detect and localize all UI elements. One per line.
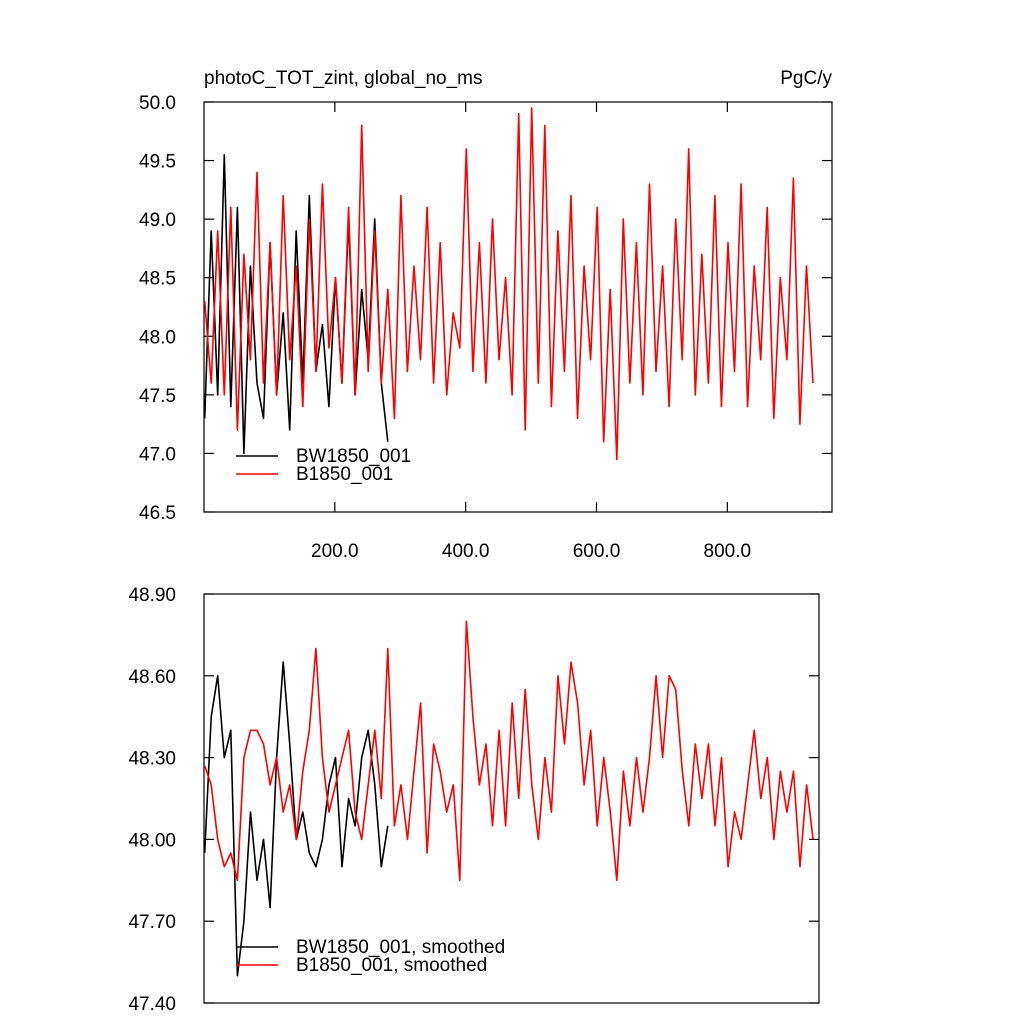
y-tick-label: 47.70 [128, 912, 176, 933]
x-tick-label: 800.0 [704, 541, 752, 562]
x-tick-label: 200.0 [311, 541, 359, 562]
y-tick-label: 47.5 [139, 386, 176, 407]
y-tick-label: 46.5 [139, 503, 176, 524]
plot-frame [203, 101, 833, 513]
legend-label: B1850_001 [296, 464, 393, 485]
plot-frame [203, 593, 820, 1004]
series-line [203, 661, 389, 977]
series-line [203, 107, 814, 461]
x-tick-label: 600.0 [573, 541, 621, 562]
y-tick-label: 48.00 [128, 830, 176, 851]
y-tick-label: 47.40 [128, 994, 176, 1015]
legend-label: BW1850_001, smoothed [296, 937, 505, 958]
y-tick-label: 48.90 [128, 585, 176, 606]
y-tick-label: 49.5 [139, 152, 176, 173]
y-tick-label: 48.60 [128, 667, 176, 688]
y-tick-label: 48.30 [128, 749, 176, 770]
units-label: PgC/y [780, 68, 832, 89]
series-line [203, 620, 814, 882]
legend-label: B1850_001, smoothed [296, 955, 487, 976]
legend-label: BW1850_001 [296, 446, 411, 467]
x-tick-label: 400.0 [442, 541, 490, 562]
y-tick-label: 49.0 [139, 210, 176, 231]
chart-title: photoC_TOT_zint, global_no_ms [204, 68, 482, 89]
y-tick-label: 50.0 [139, 93, 176, 114]
y-tick-label: 48.0 [139, 327, 176, 348]
y-tick-label: 47.0 [139, 444, 176, 465]
y-tick-label: 48.5 [139, 269, 176, 290]
series-line [203, 153, 389, 455]
